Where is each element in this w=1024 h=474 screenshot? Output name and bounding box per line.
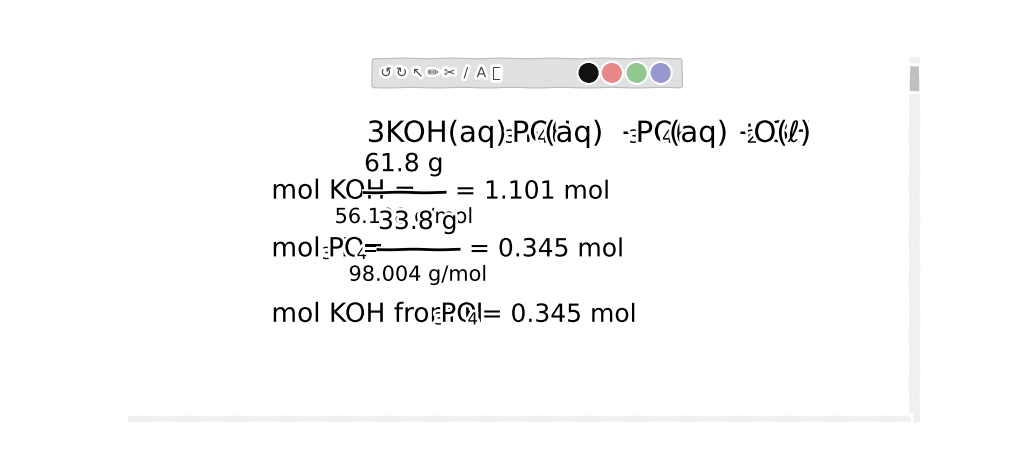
Text: A: A (476, 66, 486, 80)
Text: (aq) + 3H: (aq) + 3H (669, 120, 812, 148)
Text: =: = (362, 237, 384, 263)
Text: 4: 4 (538, 129, 549, 147)
Text: 3: 3 (629, 129, 640, 147)
Circle shape (579, 64, 598, 82)
Text: ✂: ✂ (443, 66, 456, 80)
Text: 3: 3 (434, 310, 444, 328)
Text: 4: 4 (356, 245, 368, 263)
FancyBboxPatch shape (372, 58, 682, 88)
Text: mol KOH from H: mol KOH from H (271, 302, 484, 328)
Text: PO: PO (440, 302, 477, 328)
Text: 4: 4 (662, 129, 674, 147)
Text: PO: PO (328, 237, 365, 263)
Text: 98.004 g/mol: 98.004 g/mol (348, 265, 487, 285)
Text: O(ℓ): O(ℓ) (754, 120, 811, 148)
Text: 3: 3 (505, 129, 516, 147)
Text: 3KOH(aq) + H: 3KOH(aq) + H (367, 120, 571, 148)
Text: = 0.345 mol: = 0.345 mol (469, 237, 624, 261)
Text: ✏: ✏ (428, 66, 439, 80)
Text: ↻: ↻ (395, 66, 408, 80)
Text: ⬛: ⬛ (493, 66, 501, 80)
Text: 61.8 g: 61.8 g (364, 152, 443, 176)
Circle shape (602, 64, 621, 82)
Text: (aq)  →   k: (aq) → k (544, 120, 691, 148)
Text: ↺: ↺ (380, 66, 392, 80)
Text: = 0.345 mol: = 0.345 mol (474, 303, 637, 327)
Text: 4: 4 (467, 310, 478, 328)
Text: 2: 2 (746, 129, 758, 147)
Text: PO: PO (636, 120, 676, 148)
Text: = 1.101 mol: = 1.101 mol (455, 180, 610, 204)
Circle shape (627, 64, 646, 82)
Text: 3: 3 (322, 245, 333, 263)
Circle shape (651, 64, 670, 82)
Text: 33.8 g: 33.8 g (378, 210, 458, 234)
Text: ↖: ↖ (412, 66, 424, 80)
Text: 56.108 g/mol: 56.108 g/mol (335, 207, 473, 227)
Bar (128, 417, 910, 422)
Bar (909, 57, 920, 422)
Text: mol KOH =: mol KOH = (271, 179, 416, 205)
Bar (910, 66, 920, 91)
Text: PO: PO (512, 120, 552, 148)
Text: /: / (464, 66, 468, 80)
Text: mol H: mol H (271, 237, 349, 263)
